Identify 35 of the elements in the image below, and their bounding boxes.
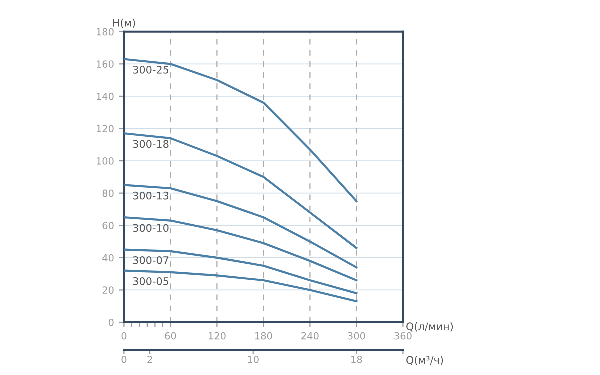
- x-tick-label: 0: [122, 332, 127, 340]
- line-series: [124, 248, 358, 294]
- y-tick-label: 20: [102, 286, 114, 294]
- series-label: 300-05: [133, 277, 169, 286]
- y-tick-label: 0: [108, 318, 114, 326]
- y-tick-label: 80: [102, 190, 114, 198]
- x-tick-label: 300: [348, 332, 366, 340]
- y-axis-title: H(м): [113, 18, 136, 28]
- x-axis-title: Q(л/мин): [406, 322, 454, 332]
- x2-tick-label: 0: [122, 356, 127, 364]
- line-series: [124, 270, 358, 303]
- line-series: [124, 58, 358, 202]
- x2-tick-label: 18: [352, 356, 362, 364]
- y-tick-label: 180: [96, 28, 114, 36]
- series-label: 300-10: [133, 224, 169, 232]
- series-label: 300-07: [133, 256, 169, 264]
- x2-tick-label: 2: [148, 356, 152, 364]
- y-tick-label: 40: [102, 254, 114, 262]
- y-tick-label: 140: [96, 92, 114, 100]
- x2-tick-label: 10: [248, 356, 259, 364]
- x-tick-label: 60: [165, 332, 176, 340]
- x-tick-label: 180: [255, 332, 272, 340]
- line-series: [124, 184, 358, 269]
- y-tick-label: 160: [96, 60, 114, 68]
- y-tick-label: 120: [96, 125, 114, 133]
- series-label: 300-18: [133, 140, 169, 148]
- line-series: [124, 132, 358, 250]
- series-label: 300-13: [133, 192, 169, 200]
- x-tick-label: 120: [208, 332, 226, 340]
- x-tick-label: 240: [302, 332, 319, 340]
- x-tick-label: 360: [394, 332, 412, 340]
- y-tick-label: 100: [96, 158, 114, 165]
- x2-axis-title: Q(м³/ч): [406, 356, 444, 366]
- y-tick-label: 60: [102, 222, 114, 230]
- series-label: 300-25: [133, 66, 169, 74]
